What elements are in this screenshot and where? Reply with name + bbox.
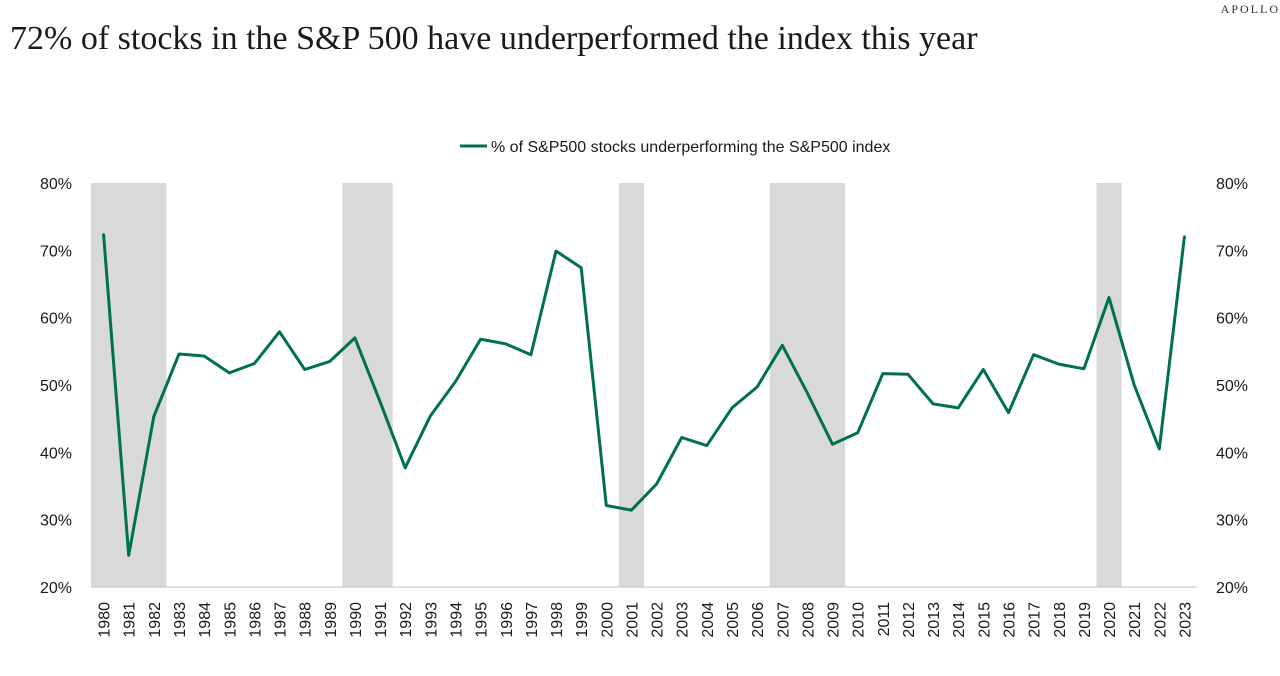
x-tick-label: 2015 xyxy=(976,602,993,638)
x-tick-label: 2005 xyxy=(725,602,742,638)
x-tick-label: 1991 xyxy=(373,602,390,638)
x-tick-label: 2023 xyxy=(1177,602,1194,638)
x-tick-label: 1985 xyxy=(222,602,239,638)
x-tick-label: 1988 xyxy=(298,602,315,638)
y-tick-label-left: 70% xyxy=(40,243,72,260)
y-tick-label-left: 60% xyxy=(40,311,72,328)
y-tick-label-right: 50% xyxy=(1216,378,1248,395)
x-tick-label: 2013 xyxy=(926,602,943,638)
x-tick-label: 2006 xyxy=(750,602,767,638)
x-tick-label: 1994 xyxy=(448,602,465,638)
x-tick-label: 2002 xyxy=(650,602,667,638)
chart-title: 72% of stocks in the S&P 500 have underp… xyxy=(10,20,978,57)
series-line xyxy=(102,233,1186,557)
y-tick-label-right: 70% xyxy=(1216,243,1248,260)
x-tick-label: 2000 xyxy=(599,602,616,638)
x-tick-label: 1984 xyxy=(197,602,214,638)
brand-logo: APOLLO xyxy=(1220,2,1280,16)
x-tick-label: 1998 xyxy=(549,602,566,638)
x-tick-label: 2008 xyxy=(800,602,817,638)
y-tick-label-left: 20% xyxy=(40,580,72,597)
x-tick-label: 1982 xyxy=(147,602,164,638)
x-tick-label: 1989 xyxy=(323,602,340,638)
recession-band xyxy=(342,183,393,587)
x-tick-label: 1995 xyxy=(474,602,491,638)
x-tick-label: 2012 xyxy=(901,602,918,638)
x-tick-label: 1990 xyxy=(348,602,365,638)
y-tick-label-right: 80% xyxy=(1216,176,1248,193)
recession-bands xyxy=(91,183,1122,587)
x-tick-label: 1993 xyxy=(423,602,440,638)
legend-label: % of S&P500 stocks underperforming the S… xyxy=(491,139,890,156)
x-tick-label: 2014 xyxy=(951,602,968,638)
x-tick-label: 1997 xyxy=(524,602,541,638)
x-tick-label: 2021 xyxy=(1127,602,1144,638)
x-tick-label: 1980 xyxy=(97,602,114,638)
x-tick-label: 1996 xyxy=(499,602,516,638)
y-tick-label-right: 30% xyxy=(1216,513,1248,530)
x-tick-label: 2020 xyxy=(1102,602,1119,638)
x-tick-label: 1983 xyxy=(172,602,189,638)
axes: 20% 20% 30% 30% 40% 40% 50% 50% 60% 60% 70% 70% 80% 8… xyxy=(40,176,1248,638)
recession-band xyxy=(91,183,167,587)
recession-band xyxy=(769,183,846,587)
x-tick-label: 2001 xyxy=(624,602,641,638)
y-tick-label-right: 20% xyxy=(1216,580,1248,597)
x-tick-label: 1992 xyxy=(398,602,415,638)
series-lines xyxy=(102,233,1186,557)
x-tick-label: 1981 xyxy=(122,602,139,638)
y-tick-label-left: 40% xyxy=(40,445,72,462)
x-tick-label: 2004 xyxy=(700,602,717,638)
x-tick-label: 2019 xyxy=(1077,602,1094,638)
y-tick-label-right: 60% xyxy=(1216,311,1248,328)
recession-band xyxy=(1096,183,1122,587)
x-tick-label: 1999 xyxy=(574,602,591,638)
y-tick-label-right: 40% xyxy=(1216,445,1248,462)
x-tick-label: 2018 xyxy=(1052,602,1069,638)
recession-band xyxy=(618,183,644,587)
x-tick-label: 2007 xyxy=(775,602,792,638)
x-tick-label: 2003 xyxy=(675,602,692,638)
x-tick-label: 2016 xyxy=(1001,602,1018,638)
x-tick-label: 1986 xyxy=(247,602,264,638)
y-tick-label-left: 30% xyxy=(40,513,72,530)
y-tick-label-left: 50% xyxy=(40,378,72,395)
x-tick-label: 1987 xyxy=(273,602,290,638)
legend: % of S&P500 stocks underperforming the S… xyxy=(460,139,890,156)
x-tick-label: 2009 xyxy=(826,602,843,638)
x-tick-label: 2011 xyxy=(876,602,893,637)
x-tick-label: 2022 xyxy=(1152,602,1169,638)
x-tick-label: 2010 xyxy=(851,602,868,638)
x-tick-label: 2017 xyxy=(1027,602,1044,638)
y-tick-label-left: 80% xyxy=(40,176,72,193)
